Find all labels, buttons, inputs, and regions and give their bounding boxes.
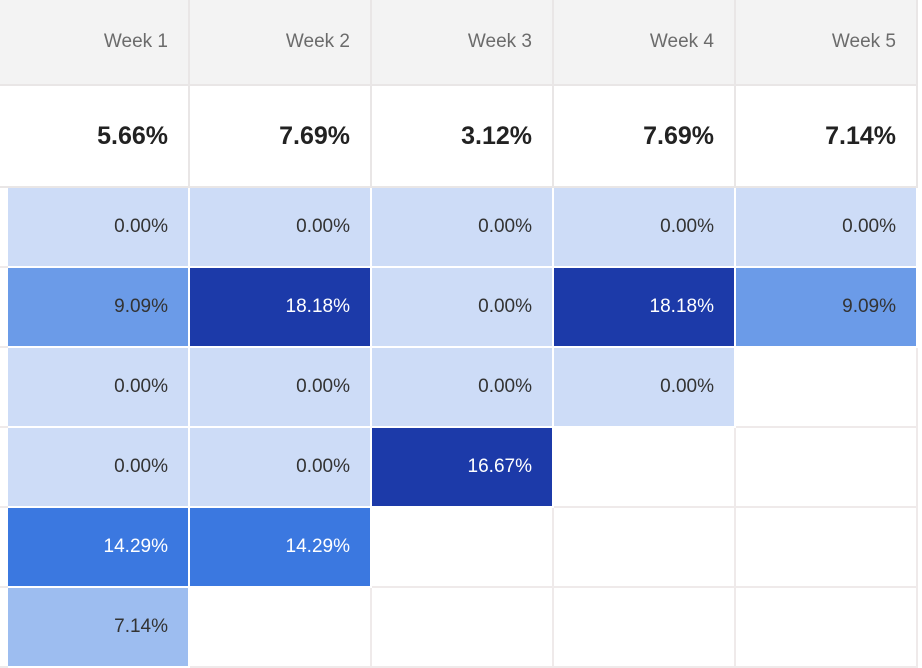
empty-cell [736, 428, 918, 508]
retention-cell: 18.18% [190, 268, 372, 348]
empty-cell [372, 588, 554, 668]
retention-cell: 7.14% [8, 588, 190, 668]
empty-cell [736, 348, 918, 428]
empty-cell [736, 588, 918, 668]
empty-cell [372, 508, 554, 588]
retention-cell: 0.00% [372, 188, 554, 268]
retention-cell: 0.00% [190, 188, 372, 268]
retention-cell: 14.29% [8, 508, 190, 588]
column-header: Week 1 [8, 0, 190, 86]
empty-cell [190, 588, 372, 668]
retention-cell: 0.00% [8, 428, 190, 508]
retention-cell: 0.00% [190, 428, 372, 508]
summary-cell: 7.69% [554, 86, 736, 188]
retention-cell: 0.00% [736, 188, 918, 268]
column-header: Week 2 [190, 0, 372, 86]
empty-cell [554, 428, 736, 508]
retention-cell: 0.00% [8, 348, 190, 428]
empty-cell [554, 508, 736, 588]
retention-cell: 0.00% [372, 348, 554, 428]
retention-cell: 0.00% [372, 268, 554, 348]
retention-cell: 9.09% [736, 268, 918, 348]
summary-cell: 7.69% [190, 86, 372, 188]
summary-cell: 7.14% [736, 86, 918, 188]
summary-cell: 3.12% [372, 86, 554, 188]
empty-cell [736, 508, 918, 588]
column-header: Week 5 [736, 0, 918, 86]
column-header: Week 3 [372, 0, 554, 86]
column-header: Week 4 [554, 0, 736, 86]
summary-cell: 5.66% [8, 86, 190, 188]
retention-cell: 14.29% [190, 508, 372, 588]
retention-cell: 18.18% [554, 268, 736, 348]
retention-cell: 16.67% [372, 428, 554, 508]
retention-cell: 0.00% [554, 188, 736, 268]
retention-cell: 0.00% [190, 348, 372, 428]
empty-cell [554, 588, 736, 668]
retention-cell: 0.00% [8, 188, 190, 268]
retention-cell: 9.09% [8, 268, 190, 348]
retention-cell: 0.00% [554, 348, 736, 428]
